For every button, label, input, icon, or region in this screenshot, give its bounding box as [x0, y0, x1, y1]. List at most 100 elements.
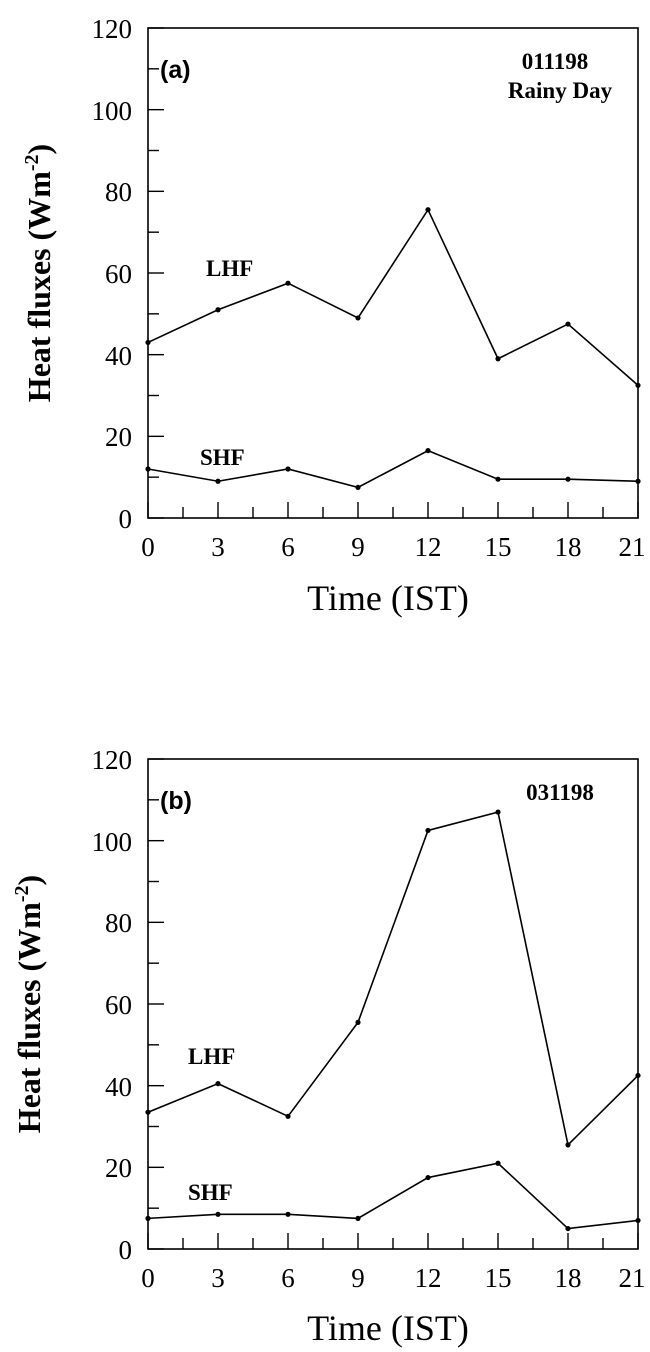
- panel-a-lhf-points: [145, 207, 641, 388]
- panel-a-x-tick-labels: 0 3 6 9 12 15 18 21: [141, 532, 645, 562]
- panel-a-y-axis-title-exponent: -2: [21, 154, 43, 171]
- panel-b-x-tick-label: 18: [555, 1263, 582, 1293]
- panel-a-y-axis-title-main: Heat fluxes (Wm: [21, 171, 57, 402]
- panel-b-shf-point: [285, 1211, 291, 1217]
- panel-a-x-tick-label: 18: [555, 532, 582, 562]
- panel-a-x-tick-label: 9: [351, 532, 365, 562]
- panel-b-x-tick-label: 6: [281, 1263, 295, 1293]
- panel-b-y-axis-title-exponent: -2: [11, 885, 33, 902]
- panel-b-y-axis-title: Heat fluxes (Wm-2): [11, 875, 47, 1133]
- panel-a-shf-points: [145, 448, 641, 490]
- panel-b-y-tick-label: 0: [119, 1235, 133, 1265]
- panel-a-y-tick-label: 20: [105, 422, 132, 452]
- panel-b-y-tick-label: 80: [105, 908, 132, 938]
- panel-a-shf-point: [285, 466, 291, 472]
- panel-b-lhf-point: [215, 1081, 221, 1087]
- panel-a-x-tick-label: 12: [415, 532, 442, 562]
- panel-b-lhf-point: [285, 1113, 291, 1119]
- panel-b-shf-point: [635, 1217, 641, 1224]
- panel-a-shf-line: [147, 449, 639, 489]
- panel-a-lhf-point: [145, 339, 151, 346]
- panel-b-shf-point: [425, 1174, 431, 1181]
- panel-a-y-tick-labels: 0 20 40 60 80 100 120: [92, 14, 133, 534]
- panel-b-y-axis-title-main: Heat fluxes (Wm: [11, 902, 47, 1133]
- panel-a-lhf-point: [355, 315, 361, 321]
- panel-b-shf-point: [145, 1215, 151, 1221]
- panel-b-x-tick-label: 15: [485, 1263, 512, 1293]
- panel-b-shf-point: [495, 1160, 501, 1166]
- panel-a-lhf-line: [147, 208, 639, 386]
- panel-b-lhf-point: [495, 809, 501, 815]
- panel-b-lhf-point: [425, 827, 431, 834]
- panel-b-lhf-point: [355, 1019, 361, 1025]
- panel-b-shf-point: [215, 1211, 221, 1217]
- panel-b-y-tick-label: 100: [92, 827, 133, 857]
- panel-b-x-tick-label: 3: [211, 1263, 225, 1293]
- panel-a-lhf-point: [565, 321, 571, 327]
- panel-b-x-tick-label: 21: [619, 1263, 646, 1293]
- panel-b-ticks: [147, 758, 639, 1250]
- panel-b-y-tick-label: 120: [92, 745, 133, 775]
- panel-a-lhf-point: [425, 207, 431, 213]
- panel-a-shf-point: [215, 478, 221, 484]
- panel-a-x-tick-label: 3: [211, 532, 225, 562]
- panel-b-shf-points: [145, 1160, 641, 1232]
- panel-a-shf-point: [635, 478, 641, 484]
- panel-a-y-tick-label: 60: [105, 259, 132, 289]
- panel-a-lhf-point: [495, 356, 501, 362]
- panel-a-shf-point: [145, 466, 151, 472]
- panel-b-x-tick-label: 12: [415, 1263, 442, 1293]
- panel-a-annotation-condition: Rainy Day: [508, 78, 613, 103]
- panel-b-y-axis-title-close: ): [11, 875, 47, 886]
- panel-a-lhf-label: LHF: [206, 256, 253, 281]
- panel-a-y-tick-label: 100: [92, 96, 133, 126]
- panel-b-x-axis-title: Time (IST): [307, 1308, 469, 1348]
- panel-a-label: (a): [160, 56, 191, 84]
- panel-b-lhf-points: [145, 809, 641, 1148]
- panel-a-ticks: [147, 27, 639, 519]
- panel-b-x-tick-label: 9: [351, 1263, 365, 1293]
- panel-a-x-tick-label: 15: [485, 532, 512, 562]
- panel-a-y-axis-title-close: ): [21, 144, 57, 155]
- panel-a-x-tick-label: 6: [281, 532, 295, 562]
- panel-a-shf-label: SHF: [200, 445, 245, 470]
- panel-b-y-tick-label: 60: [105, 990, 132, 1020]
- panel-b: 0 20 40 60 80 100 120 0 3 6 9 12 15 18 2…: [11, 745, 646, 1348]
- panel-a-shf-series: [145, 448, 641, 490]
- panel-b-x-tick-labels: 0 3 6 9 12 15 18 21: [141, 1263, 645, 1293]
- panel-b-y-tick-label: 40: [105, 1072, 132, 1102]
- panel-b-y-tick-labels: 0 20 40 60 80 100 120: [92, 745, 133, 1265]
- panel-b-lhf-point: [145, 1109, 151, 1115]
- panel-b-lhf-label: LHF: [188, 1044, 235, 1069]
- panel-b-plot-frame: [147, 758, 639, 1250]
- panel-a-lhf-point: [215, 307, 221, 313]
- panel-a-y-tick-label: 80: [105, 177, 132, 207]
- panel-b-shf-label: SHF: [188, 1180, 233, 1205]
- panel-a-annotation-date: 011198: [522, 49, 588, 74]
- panel-b-shf-point: [355, 1215, 361, 1221]
- panel-b-annotation-date: 031198: [526, 780, 594, 805]
- panel-a: 0 20 40 60 80 100 120 0 3 6 9 12 15 18 2…: [21, 14, 646, 618]
- panel-b-lhf-line: [147, 811, 639, 1147]
- panel-b-shf-line: [147, 1162, 639, 1230]
- panel-b-y-tick-label: 20: [105, 1153, 132, 1183]
- panel-b-label: (b): [160, 787, 192, 815]
- panel-a-x-tick-label: 21: [619, 532, 646, 562]
- panel-a-lhf-series: [145, 207, 641, 388]
- panel-a-lhf-point: [285, 280, 291, 286]
- panel-b-x-tick-label: 0: [141, 1263, 155, 1293]
- panel-a-shf-point: [425, 448, 431, 454]
- panel-b-lhf-point: [635, 1072, 641, 1079]
- panel-a-y-axis-title: Heat fluxes (Wm-2): [21, 144, 57, 402]
- panel-b-lhf-series: [145, 809, 641, 1148]
- panel-a-shf-point: [495, 476, 501, 482]
- panel-b-shf-point: [565, 1225, 571, 1232]
- panel-a-y-tick-label: 120: [92, 14, 133, 44]
- panel-a-shf-point: [355, 484, 361, 490]
- panel-a-shf-point: [565, 476, 571, 482]
- panel-b-lhf-point: [565, 1142, 571, 1148]
- panel-b-shf-series: [145, 1160, 641, 1232]
- panel-a-y-tick-label: 40: [105, 341, 132, 371]
- panel-a-lhf-point: [635, 382, 641, 388]
